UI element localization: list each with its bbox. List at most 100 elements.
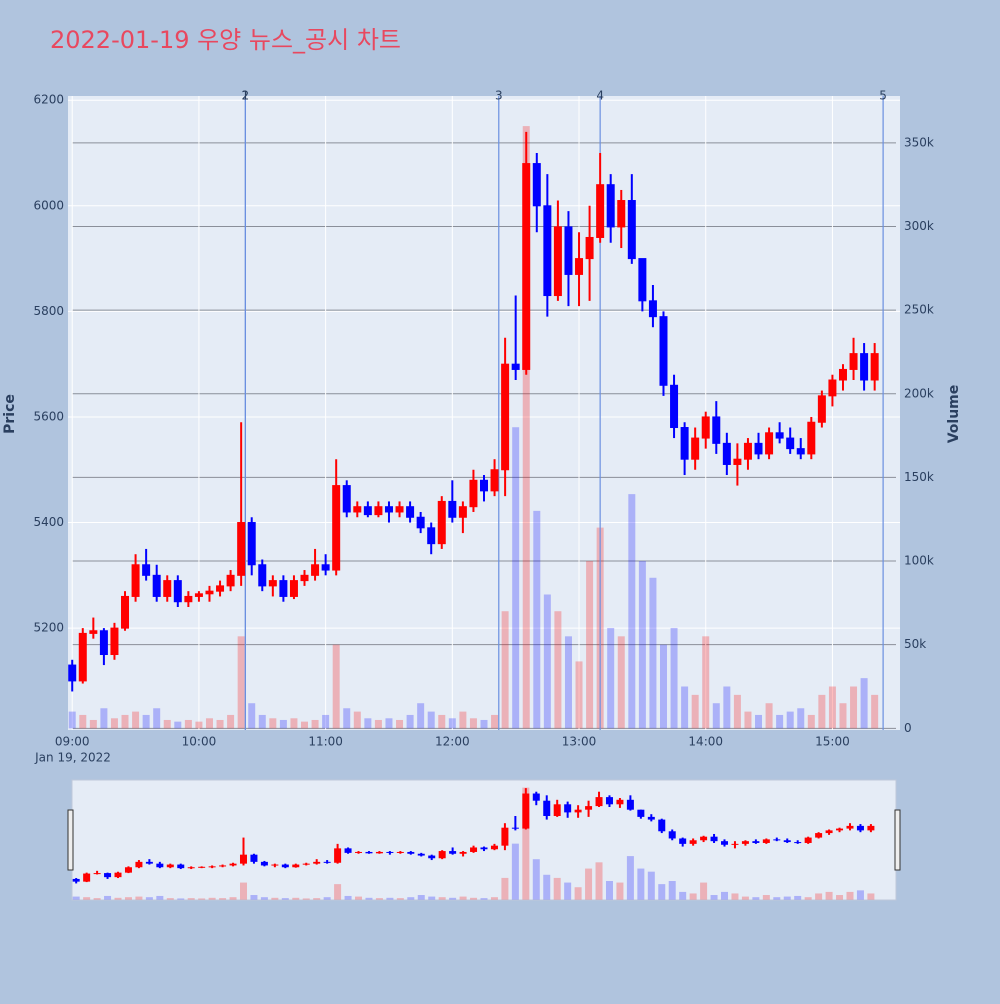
- mini-candle-body: [553, 804, 561, 816]
- candle-body: [775, 432, 784, 439]
- volume-bar: [205, 718, 213, 729]
- volume-bar: [248, 703, 256, 729]
- volume-bar: [322, 714, 330, 729]
- volume-bar: [776, 714, 784, 729]
- mini-volume-bar: [773, 897, 781, 900]
- mini-volume-bar: [825, 891, 833, 900]
- mini-candle-body: [522, 793, 530, 829]
- x-tick-label: 14:00: [688, 735, 723, 749]
- mini-candle-body: [511, 827, 519, 829]
- mini-candle-body: [616, 799, 624, 805]
- candle-body: [522, 163, 531, 370]
- news-label: 1: [242, 89, 250, 103]
- volume-bar: [301, 721, 309, 729]
- range-slider-handle[interactable]: [894, 809, 901, 871]
- mini-volume-bar: [145, 897, 153, 900]
- volume-bar: [417, 703, 425, 729]
- range-slider-handle[interactable]: [67, 809, 74, 871]
- mini-candle-body: [396, 851, 404, 853]
- mini-volume-bar: [375, 898, 383, 900]
- y-tick-label: 5200: [33, 621, 64, 635]
- mini-volume-bar: [637, 868, 645, 900]
- candle-body: [849, 353, 858, 370]
- volume-bar: [163, 719, 171, 729]
- mini-volume-bar: [104, 895, 112, 900]
- y2-tick-label: 50k: [904, 637, 926, 651]
- candle-body: [828, 379, 837, 397]
- mini-candle-body: [585, 806, 593, 810]
- volume-bar: [839, 703, 847, 729]
- mini-volume-bar: [449, 897, 457, 900]
- range-slider[interactable]: [71, 779, 897, 901]
- y-tick-label: 5600: [33, 409, 64, 423]
- volume-bar: [227, 714, 235, 729]
- mini-volume-bar: [344, 895, 352, 900]
- volume-bar: [332, 644, 340, 729]
- candle-body: [437, 500, 446, 545]
- volume-bar: [396, 719, 404, 729]
- candle-body: [480, 479, 488, 492]
- volume-bar: [448, 718, 456, 729]
- candle-body: [258, 564, 267, 587]
- mini-volume-bar: [564, 882, 572, 900]
- mini-volume-bar: [762, 895, 770, 900]
- mini-volume-bar: [386, 897, 394, 900]
- candle-body: [99, 630, 108, 656]
- mini-volume-bar: [459, 896, 467, 900]
- mini-candle-body: [281, 864, 289, 868]
- volume-bar: [712, 703, 720, 729]
- mini-volume-bar: [83, 897, 91, 900]
- y2-tick-label: 200k: [904, 386, 934, 400]
- volume-bar: [860, 678, 868, 729]
- volume-bar: [723, 686, 731, 729]
- volume-bar: [438, 714, 446, 729]
- mini-candle-body: [145, 861, 153, 864]
- mini-candle-body: [595, 797, 603, 807]
- volume-bar: [174, 721, 182, 729]
- candle-body: [469, 479, 478, 508]
- candle-body: [237, 522, 246, 576]
- candle-body: [807, 421, 816, 455]
- candle-body: [416, 516, 425, 529]
- candle-body: [427, 527, 436, 545]
- candle-body: [110, 627, 119, 656]
- candle-body: [733, 458, 742, 465]
- mini-candle-body: [449, 851, 457, 854]
- volume-bar: [279, 719, 287, 729]
- mini-volume-bar: [658, 884, 666, 900]
- mini-volume-bar: [396, 898, 404, 900]
- volume-bar: [427, 711, 435, 729]
- mini-volume-bar: [815, 893, 823, 900]
- volume-bar: [765, 703, 773, 729]
- mini-candle-body: [428, 855, 436, 859]
- volume-bar: [681, 686, 689, 729]
- mini-candle-body: [417, 853, 425, 856]
- mini-volume-bar: [741, 896, 749, 900]
- y2-axis-title: Volume: [946, 385, 962, 444]
- mini-volume-bar: [187, 898, 195, 900]
- mini-candle-body: [93, 873, 101, 875]
- mini-volume-bar: [177, 898, 185, 900]
- mini-candle-body: [794, 842, 802, 844]
- mini-volume-bar: [438, 897, 446, 900]
- candle-body: [374, 506, 383, 516]
- mini-volume-bar: [490, 897, 498, 900]
- candle-body: [860, 353, 869, 381]
- candle-body: [363, 506, 372, 516]
- y2-tick-label: 250k: [904, 303, 934, 317]
- mini-candle-body: [752, 841, 760, 843]
- volume-bar: [480, 719, 488, 729]
- candle-body: [743, 442, 752, 460]
- volume-bar: [649, 577, 657, 729]
- mini-volume-bar: [292, 897, 300, 900]
- volume-bar: [828, 686, 836, 729]
- mini-candle-body: [679, 838, 687, 844]
- mini-volume-bar: [480, 898, 488, 900]
- y2-tick-label: 100k: [904, 554, 934, 568]
- candle-body: [627, 200, 636, 260]
- mini-volume-bar: [501, 877, 509, 900]
- volume-bar: [744, 711, 752, 729]
- mini-volume-bar: [114, 897, 122, 900]
- mini-volume-bar: [585, 868, 593, 900]
